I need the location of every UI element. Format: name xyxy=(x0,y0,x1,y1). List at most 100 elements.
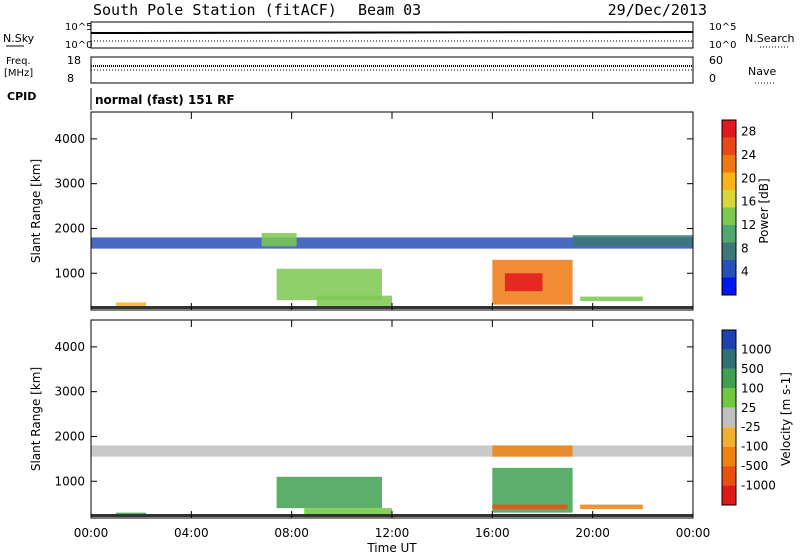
power-region-5 xyxy=(504,273,543,292)
power-region-0 xyxy=(91,237,693,249)
x-tick-label: 08:00 xyxy=(274,526,309,540)
nsky-left-tick-top: 10^5 xyxy=(65,22,92,33)
velocity-axes: 1000 2000 3000 4000 xyxy=(54,320,694,518)
power-colorbar-tick: 4 xyxy=(741,265,749,279)
velocity-region-7 xyxy=(580,504,643,510)
nsky-frame xyxy=(90,21,694,49)
y-tick-label: 4000 xyxy=(54,132,85,146)
nave-tick-bottom: 0 xyxy=(709,72,716,85)
power-data xyxy=(91,232,693,309)
power-colorbar-tick: 28 xyxy=(741,125,756,139)
nsky-trace xyxy=(90,31,694,42)
cpid-value: normal (fast) 151 RF xyxy=(95,93,235,107)
velocity-colorbar: 1000 500 100 25 -25 -100 -500 -1000 xyxy=(721,329,776,506)
power-colorbar-segment xyxy=(722,190,736,208)
velocity-colorbar-tick: 1000 xyxy=(741,342,772,356)
velocity-data xyxy=(91,445,693,518)
nave-label: Nave xyxy=(748,65,776,78)
power-colorbar-tick: 16 xyxy=(741,195,756,209)
velocity-colorbar-segment xyxy=(722,330,736,350)
power-region-6 xyxy=(116,302,147,307)
y-tick-label: 3000 xyxy=(54,177,85,191)
nsky-right-tick-bottom: 10^0 xyxy=(709,40,736,51)
date-label: 29/Dec/2013 xyxy=(608,1,707,19)
freq-label: Freq. xyxy=(6,56,31,67)
velocity-colorbar-segment xyxy=(722,446,736,467)
y-tick-label: 1000 xyxy=(54,266,85,280)
nsky-right-tick-top: 10^5 xyxy=(709,22,736,33)
nsearch-label: N.Search xyxy=(745,32,795,45)
x-tick-label: 16:00 xyxy=(475,526,510,540)
velocity-region-2 xyxy=(276,476,382,509)
velocity-colorbar-tick: -25 xyxy=(741,420,761,434)
nave-tick-top: 60 xyxy=(709,54,723,67)
freq-trace xyxy=(91,65,693,71)
power-colorbar-segment xyxy=(722,120,736,138)
power-colorbar-label: Power [dB] xyxy=(757,178,771,243)
x-tick-label: 12:00 xyxy=(375,526,410,540)
power-y-axis-label: Slant Range [km] xyxy=(29,159,43,263)
velocity-panel: 1000 2000 3000 4000 Slant Range [km] xyxy=(29,319,694,519)
velocity-colorbar-segment xyxy=(722,485,736,505)
power-colorbar-tick: 20 xyxy=(741,171,756,185)
y-tick-label: 1000 xyxy=(54,474,85,488)
velocity-region-0 xyxy=(91,445,693,457)
power-colorbar-segment xyxy=(722,260,736,278)
power-frame xyxy=(90,111,694,311)
power-region-3 xyxy=(276,268,382,301)
velocity-colorbar-tick: -100 xyxy=(741,440,768,454)
velocity-colorbar-segment xyxy=(722,466,736,486)
y-tick-label: 2000 xyxy=(54,429,85,443)
power-colorbar-segment xyxy=(722,225,736,243)
power-colorbar-tick: 8 xyxy=(741,241,749,255)
station-title: South Pole Station (fitACF) xyxy=(93,1,337,19)
velocity-y-axis-label: Slant Range [km] xyxy=(29,367,43,471)
freq-units-label: [MHz] xyxy=(4,68,33,79)
x-axis-label: Time UT xyxy=(366,541,417,554)
velocity-colorbar-tick: 100 xyxy=(741,381,764,395)
y-tick-label: 2000 xyxy=(54,221,85,235)
power-colorbar-segment xyxy=(722,207,736,225)
nsky-panel: N.Sky 10^5 10^0 10^5 10^0 N.Search xyxy=(3,21,795,51)
power-panel: 1000 2000 3000 4000 Slant Range [km] xyxy=(29,111,694,311)
power-region-2 xyxy=(572,235,693,247)
velocity-colorbar-segment xyxy=(722,427,736,447)
power-colorbar-frame xyxy=(721,119,737,296)
time-axis: 00:00 04:00 08:00 12:00 16:00 20:00 00:00 xyxy=(74,526,711,540)
velocity-region-4 xyxy=(492,504,568,510)
nsky-label: N.Sky xyxy=(3,32,35,45)
power-region-8 xyxy=(580,296,643,302)
power-region-7 xyxy=(316,295,392,307)
velocity-colorbar-segment xyxy=(722,368,736,389)
freq-panel: Freq. [MHz] 18 8 60 0 Nave xyxy=(4,54,776,85)
power-colorbar-tick: 12 xyxy=(741,218,756,232)
power-axes: 1000 2000 3000 4000 xyxy=(54,112,694,310)
power-colorbar-segment xyxy=(722,172,736,190)
freq-tick-top: 18 xyxy=(67,54,81,67)
y-tick-label: 4000 xyxy=(54,340,85,354)
power-colorbar-segment xyxy=(722,155,736,173)
x-tick-label: 04:00 xyxy=(174,526,209,540)
velocity-frame xyxy=(90,319,694,519)
velocity-colorbar-tick: 500 xyxy=(741,362,764,376)
velocity-colorbar-tick: -1000 xyxy=(741,479,776,493)
x-tick-label: 20:00 xyxy=(575,526,610,540)
power-colorbar-segment xyxy=(722,277,736,295)
x-tick-label: 00:00 xyxy=(676,526,711,540)
power-region-1 xyxy=(261,232,297,247)
velocity-region-5 xyxy=(304,508,392,518)
freq-tick-bottom: 8 xyxy=(67,72,74,85)
velocity-colorbar-segment xyxy=(722,407,736,428)
velocity-colorbar-frame xyxy=(721,329,737,506)
velocity-colorbar-label: Velocity [m s-1] xyxy=(779,372,793,466)
velocity-colorbar-segment xyxy=(722,388,736,408)
velocity-region-1 xyxy=(492,445,573,457)
cpid-label: CPID xyxy=(7,90,36,103)
power-colorbar-tick: 24 xyxy=(741,148,756,162)
velocity-colorbar-tick: 25 xyxy=(741,401,756,415)
beam-label: Beam 03 xyxy=(358,1,421,19)
velocity-colorbar-tick: -500 xyxy=(741,459,768,473)
nsky-left-tick-bottom: 10^0 xyxy=(65,40,92,51)
power-colorbar-segment xyxy=(722,242,736,260)
